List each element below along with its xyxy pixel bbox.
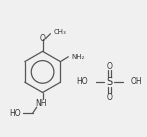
Text: NH: NH (35, 99, 46, 108)
Text: S: S (106, 77, 112, 87)
Text: HO: HO (9, 109, 21, 118)
Text: HO: HO (76, 77, 88, 86)
Text: NH₂: NH₂ (71, 54, 85, 60)
Text: O: O (106, 62, 112, 71)
Text: O: O (40, 34, 46, 43)
Text: OH: OH (131, 77, 143, 86)
Text: CH₃: CH₃ (53, 29, 66, 35)
Text: O: O (106, 93, 112, 102)
